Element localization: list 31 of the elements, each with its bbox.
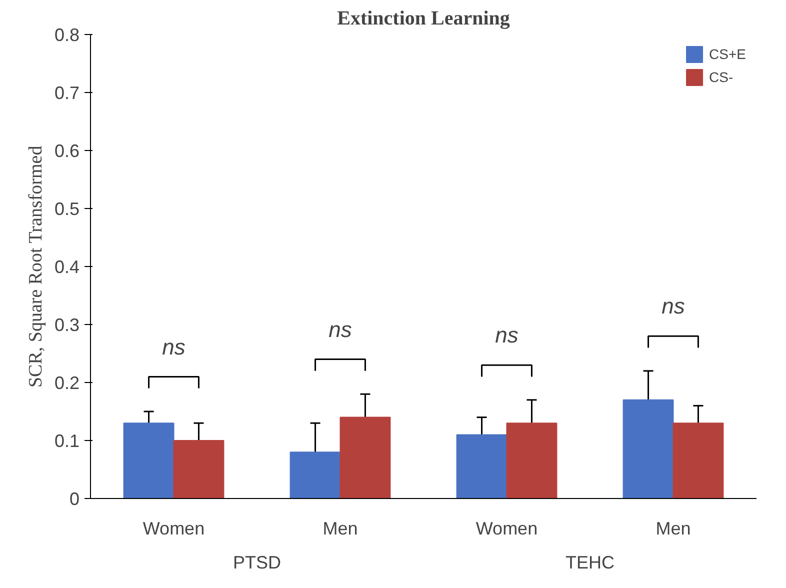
bar — [622, 399, 674, 498]
y-tick-label: 0.1 — [54, 431, 80, 451]
y-tick-label: 0.6 — [54, 141, 80, 161]
y-tick-label: 0.2 — [54, 373, 80, 393]
x-tick-label: Men — [656, 518, 691, 538]
legend-label: CS- — [709, 69, 734, 85]
bar — [456, 434, 508, 498]
x-tick-label: Men — [322, 518, 358, 538]
x-tick-label: Women — [476, 518, 538, 538]
y-tick-label: 0 — [69, 489, 80, 509]
bar — [672, 422, 724, 498]
chart-title: Extinction Learning — [337, 8, 510, 30]
legend-label: CS+E — [709, 46, 746, 62]
bar — [123, 422, 174, 498]
annotation: ns — [328, 316, 352, 342]
bar — [173, 440, 224, 498]
annotation: ns — [162, 334, 186, 360]
bar — [290, 452, 341, 498]
y-axis-title: SCR, Square Root Transformed — [25, 145, 46, 388]
y-tick-label: 0.3 — [54, 315, 80, 335]
bar — [506, 422, 558, 498]
annotation: ns — [662, 294, 685, 319]
text: PTSD — [232, 552, 282, 572]
y-tick-label: 0.8 — [54, 25, 80, 45]
y-tick-label: 0.7 — [54, 83, 80, 103]
y-tick-label: 0.4 — [54, 257, 80, 277]
y-tick-label: 0.5 — [54, 199, 80, 219]
x-tick-label: Women — [142, 518, 205, 538]
bar — [340, 416, 391, 498]
text: TEHC — [566, 552, 614, 572]
annotation: ns — [495, 322, 518, 348]
